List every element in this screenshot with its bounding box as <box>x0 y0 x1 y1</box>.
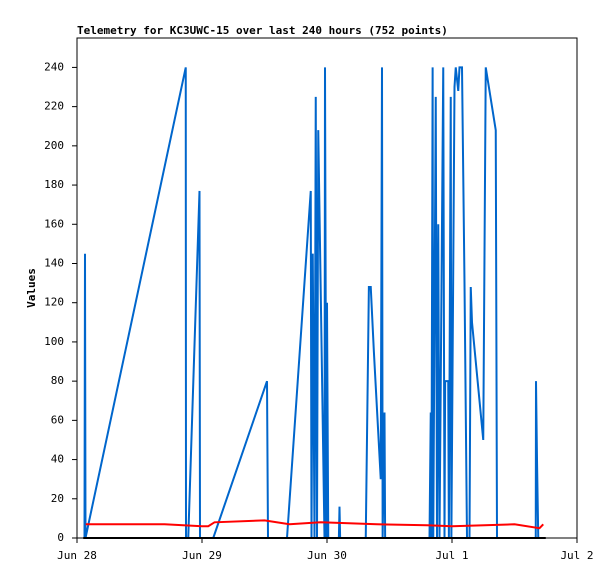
y-tick-label: 140 <box>44 256 64 269</box>
y-tick-label: 60 <box>51 413 64 426</box>
y-tick-label: 160 <box>44 217 64 230</box>
y-axis-label: Values <box>25 268 38 308</box>
y-tick-label: 80 <box>51 374 64 387</box>
y-tick-label: 40 <box>51 453 64 466</box>
y-tick-label: 180 <box>44 178 64 191</box>
series-line <box>85 519 544 530</box>
y-tick-label: 100 <box>44 335 64 348</box>
x-tick-label: Jun 29 <box>182 549 222 562</box>
x-tick-label: Jun 28 <box>57 549 97 562</box>
y-tick-label: 220 <box>44 100 64 113</box>
y-tick-label: 120 <box>44 296 64 309</box>
y-tick-label: 240 <box>44 60 64 73</box>
chart-title: Telemetry for KC3UWC-15 over last 240 ho… <box>77 24 448 37</box>
y-tick-label: 0 <box>57 531 64 544</box>
x-tick-label: Jul 2 <box>560 549 593 562</box>
y-tick-label: 20 <box>51 492 64 505</box>
y-tick-label: 200 <box>44 139 64 152</box>
x-tick-label: Jul 1 <box>435 549 468 562</box>
x-tick-label: Jun 30 <box>307 549 347 562</box>
